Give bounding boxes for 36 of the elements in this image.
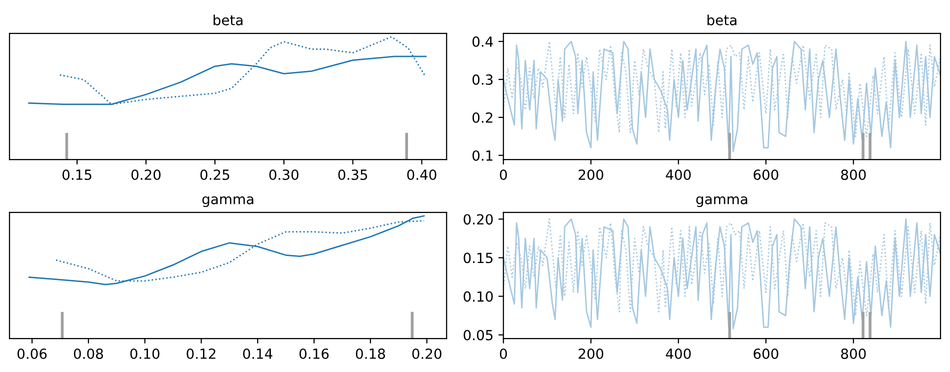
chart-title: gamma [696, 196, 748, 208]
y-tick-label: 0.20 [464, 214, 493, 225]
x-tick-label: 200 [578, 348, 604, 359]
y-tick-label: 0.10 [464, 291, 493, 302]
x-tick-label: 0.06 [18, 348, 47, 359]
x-tick-label: 0.20 [131, 169, 161, 180]
x-tick-label: 0.10 [130, 348, 160, 359]
y-tick-label: 0.2 [472, 112, 492, 123]
x-tick-label: 0 [500, 169, 507, 180]
x-tick-label: 0.16 [300, 348, 329, 359]
y-tick-label: 0.3 [472, 74, 493, 85]
x-tick-label: 0.15 [62, 169, 92, 180]
y-tick-label: 0.05 [464, 330, 492, 340]
x-tick-label: 800 [841, 348, 866, 359]
x-tick-label: 0.40 [407, 169, 436, 180]
x-tick-label: 200 [578, 169, 604, 180]
x-tick-label: 600 [754, 348, 778, 359]
x-tick-label: 0.35 [338, 169, 368, 180]
x-tick-label: 0.08 [74, 348, 103, 359]
y-tick-label: 0.1 [472, 150, 492, 161]
x-tick-label: 0.25 [200, 169, 230, 180]
x-tick-label: 0.12 [186, 348, 216, 359]
x-tick-label: 0 [500, 348, 507, 359]
y-tick-label: 0.4 [472, 36, 493, 47]
x-tick-label: 400 [666, 169, 691, 180]
x-tick-label: 0.20 [412, 348, 442, 359]
chart-title: beta [708, 14, 736, 26]
chart-title: beta [214, 14, 242, 26]
x-tick-label: 0.14 [243, 348, 272, 359]
chart-title: gamma [202, 196, 254, 208]
x-tick-label: 0.18 [356, 348, 385, 359]
x-tick-label: 600 [754, 169, 778, 180]
x-tick-label: 0.30 [269, 169, 298, 180]
x-tick-label: 800 [841, 169, 866, 180]
y-tick-label: 0.15 [464, 252, 492, 264]
x-tick-label: 400 [666, 348, 691, 359]
